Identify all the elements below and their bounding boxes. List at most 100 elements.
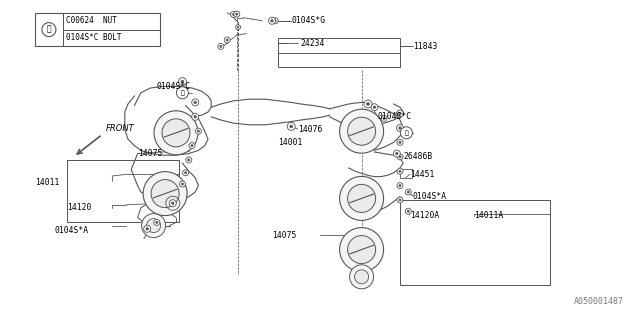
Circle shape	[373, 106, 376, 108]
Circle shape	[274, 20, 276, 22]
Circle shape	[188, 159, 190, 161]
Circle shape	[371, 104, 378, 111]
Circle shape	[230, 12, 237, 17]
Circle shape	[407, 210, 410, 212]
Circle shape	[189, 143, 195, 148]
Text: 0104S*A: 0104S*A	[413, 192, 447, 201]
Circle shape	[397, 124, 403, 132]
Circle shape	[399, 141, 401, 143]
Circle shape	[194, 116, 196, 118]
Circle shape	[367, 103, 369, 105]
Circle shape	[399, 199, 401, 201]
Circle shape	[340, 109, 383, 153]
Text: 26486B: 26486B	[403, 152, 433, 161]
Circle shape	[396, 152, 398, 155]
Text: 14011: 14011	[35, 178, 60, 187]
Circle shape	[181, 183, 184, 185]
Circle shape	[177, 87, 188, 99]
Circle shape	[42, 23, 56, 36]
Text: 0104S*C: 0104S*C	[157, 82, 191, 91]
Circle shape	[184, 172, 187, 174]
Circle shape	[226, 39, 228, 41]
Text: 14451: 14451	[410, 170, 434, 179]
Circle shape	[232, 13, 235, 15]
Circle shape	[399, 170, 401, 172]
Bar	[35, 13, 160, 46]
Circle shape	[182, 170, 189, 176]
Circle shape	[147, 219, 161, 233]
Circle shape	[348, 184, 376, 212]
Circle shape	[399, 127, 401, 129]
Circle shape	[348, 117, 376, 145]
Circle shape	[181, 80, 184, 83]
Circle shape	[287, 122, 295, 131]
Text: A050001487: A050001487	[574, 297, 624, 306]
Circle shape	[154, 111, 198, 155]
Circle shape	[405, 208, 412, 214]
Circle shape	[340, 176, 383, 220]
Text: 0104S*C: 0104S*C	[378, 112, 412, 121]
Circle shape	[397, 197, 403, 203]
Text: 14011A: 14011A	[474, 212, 503, 220]
Circle shape	[397, 183, 403, 188]
Circle shape	[194, 101, 196, 104]
Circle shape	[162, 119, 190, 147]
Text: 14076: 14076	[298, 125, 322, 134]
Text: ①: ①	[180, 90, 184, 96]
Circle shape	[192, 113, 198, 120]
Text: 0104S*G: 0104S*G	[291, 16, 325, 25]
Circle shape	[156, 221, 158, 223]
Circle shape	[340, 228, 383, 272]
Bar	[278, 38, 400, 67]
Text: FRONT: FRONT	[106, 124, 134, 133]
Circle shape	[397, 154, 403, 160]
Circle shape	[224, 37, 230, 43]
Text: ①: ①	[404, 130, 408, 136]
Bar	[400, 169, 412, 178]
Text: 14120: 14120	[67, 204, 92, 212]
Circle shape	[218, 44, 224, 49]
Circle shape	[170, 200, 176, 207]
Circle shape	[195, 128, 202, 134]
Circle shape	[154, 220, 160, 225]
Circle shape	[234, 11, 240, 17]
Circle shape	[151, 180, 179, 208]
Circle shape	[192, 99, 198, 106]
Text: 14075: 14075	[272, 231, 296, 240]
Circle shape	[394, 150, 400, 157]
Circle shape	[179, 181, 186, 187]
Text: C00624  NUT: C00624 NUT	[66, 16, 116, 25]
Circle shape	[144, 225, 150, 232]
Circle shape	[191, 145, 193, 147]
Circle shape	[405, 189, 412, 195]
Bar	[67, 160, 179, 222]
Bar	[400, 200, 550, 285]
Circle shape	[236, 13, 238, 15]
Circle shape	[290, 125, 292, 128]
Circle shape	[269, 17, 275, 24]
Circle shape	[272, 18, 278, 24]
Circle shape	[220, 45, 222, 47]
Circle shape	[399, 156, 401, 158]
Circle shape	[397, 110, 403, 117]
Text: 11843: 11843	[413, 42, 437, 51]
Circle shape	[271, 20, 273, 22]
Circle shape	[407, 191, 410, 193]
Text: 24234: 24234	[301, 39, 325, 48]
Circle shape	[399, 112, 401, 115]
Text: 0104S*A: 0104S*A	[54, 226, 88, 235]
Text: 0104S*C BOLT: 0104S*C BOLT	[66, 33, 122, 42]
Circle shape	[349, 265, 374, 289]
Text: 14120A: 14120A	[410, 212, 439, 220]
Circle shape	[397, 140, 403, 145]
Circle shape	[143, 172, 187, 216]
Circle shape	[172, 202, 174, 204]
Circle shape	[348, 236, 376, 264]
Circle shape	[186, 157, 192, 163]
Circle shape	[146, 228, 148, 230]
Circle shape	[364, 100, 372, 108]
Circle shape	[179, 77, 186, 85]
Circle shape	[401, 127, 412, 139]
Text: 14075: 14075	[138, 149, 162, 158]
Circle shape	[141, 214, 166, 237]
